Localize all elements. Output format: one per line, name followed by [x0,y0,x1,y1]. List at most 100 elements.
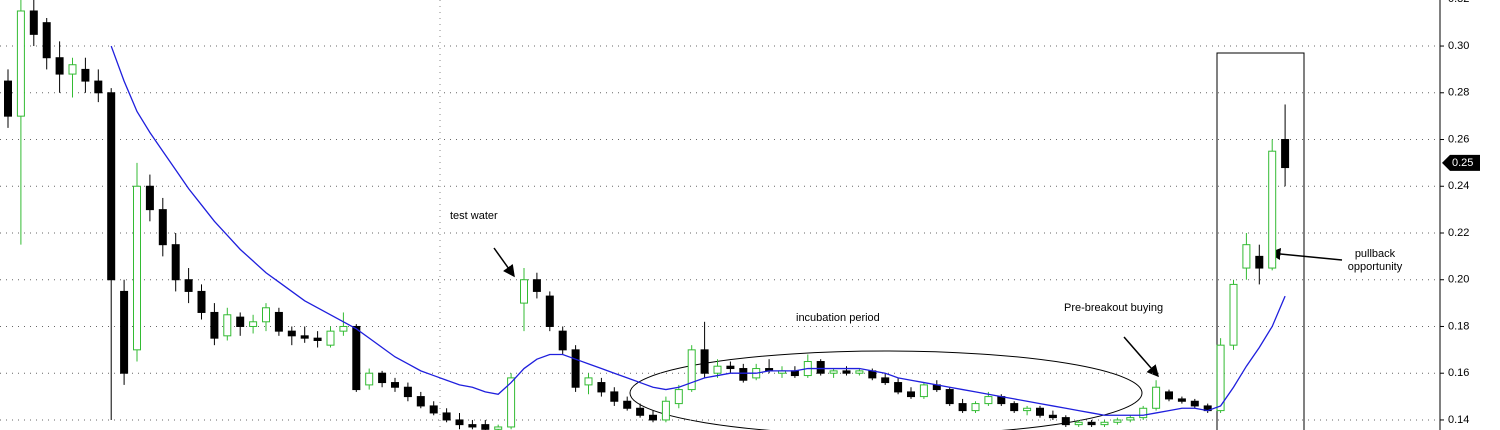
candle-body [107,92,116,281]
candle-body [236,316,245,327]
candle-body [1061,417,1070,426]
candle-body [984,396,993,405]
candle-body [790,370,799,377]
candle-body [507,377,516,428]
candle-body [674,389,683,405]
candle-body [1126,417,1135,421]
y-tick-label: 0.30 [1448,40,1469,52]
candle-body [81,68,90,82]
candle-body [1036,407,1044,416]
candle-body [158,209,167,246]
y-tick-label: 0.20 [1448,274,1469,286]
candle-body [1177,398,1186,402]
candle-body [16,10,25,117]
candle-body [184,279,193,292]
candle-body [687,349,696,391]
y-tick-label: 0.14 [1448,414,1469,426]
candle-body [894,382,903,393]
candle-body [55,57,64,75]
candle-body [1165,391,1173,400]
candle-body [29,10,38,35]
candle-body [700,349,709,374]
candle-body [1023,407,1032,412]
plot: 0.14 0.16 0.18 0.20 0.22 0.24 0.26 0.28 0.30 0.32 [0,0,1469,430]
breakout-box [1216,52,1305,430]
candle-body [249,321,258,327]
candle-body [300,335,309,339]
candle-body [326,330,335,346]
candle-body [94,80,103,94]
candle-body [4,80,12,117]
candle-body [1010,403,1019,412]
candle-body [958,403,967,412]
candle-body [584,377,593,386]
candle-body [1074,421,1083,426]
candle-body [1113,419,1122,423]
candle-body [713,365,722,374]
candle-body [287,330,296,337]
candle-body [274,311,283,332]
candle-body [494,426,503,430]
candle-body [1100,421,1109,426]
candle-body [623,400,632,409]
candle-body [133,185,141,351]
candle-body [391,382,399,388]
candle-body [1087,421,1096,426]
y-tick-label: 0.26 [1448,133,1469,145]
candle-body [352,325,361,391]
candle-body [661,400,670,421]
annotation: incubation period [796,312,880,324]
candle-body [532,279,541,292]
candle-body [1048,414,1057,419]
annotation: test water [450,210,498,222]
y-tick-label: 0.24 [1448,180,1469,192]
candle-body [455,419,464,426]
candle-body [171,244,180,281]
candle-body [597,382,606,393]
candle-body [1139,407,1148,419]
candle-body [1255,255,1264,269]
candle-body [1242,244,1251,269]
y-tick-label: 0.32 [1448,0,1469,5]
candle-body [1229,283,1238,346]
candle-body [842,370,851,374]
candle-body [739,368,748,381]
candle-body [416,396,425,407]
candle-body [649,414,657,421]
candle-body [442,412,451,421]
price-marker [1442,154,1480,171]
annotation: pullback opportunity [1347,248,1403,273]
candle-body [945,389,954,405]
price-label: 0.25 [1452,157,1473,169]
candle-body [571,349,580,388]
candle-body [68,64,77,75]
annotation: Pre-breakout buying [1064,302,1164,314]
moving-average [110,45,1286,416]
candle-body [468,424,477,428]
candle-body [1152,386,1161,409]
candle-body [339,325,348,332]
candle-body [1268,150,1277,269]
y-tick-label: 0.16 [1448,367,1469,379]
candle-body [1281,139,1290,169]
arrow [493,247,515,278]
candle-body [520,279,528,304]
candle-body [223,314,232,337]
candle-body [610,391,619,402]
candle-body [120,290,129,374]
y-tick-label: 0.28 [1448,87,1469,99]
candle-body [558,330,567,351]
candle-body [262,307,270,323]
arrow [1123,336,1159,378]
candle-body [403,386,412,398]
candle-body [816,361,825,374]
candle-body [726,365,735,370]
candle-body [907,391,915,398]
candle-body [197,290,206,313]
candle-body [971,403,980,412]
candle-body [1216,344,1225,412]
y-tick-label: 0.18 [1448,320,1469,332]
candle-body [210,311,219,339]
